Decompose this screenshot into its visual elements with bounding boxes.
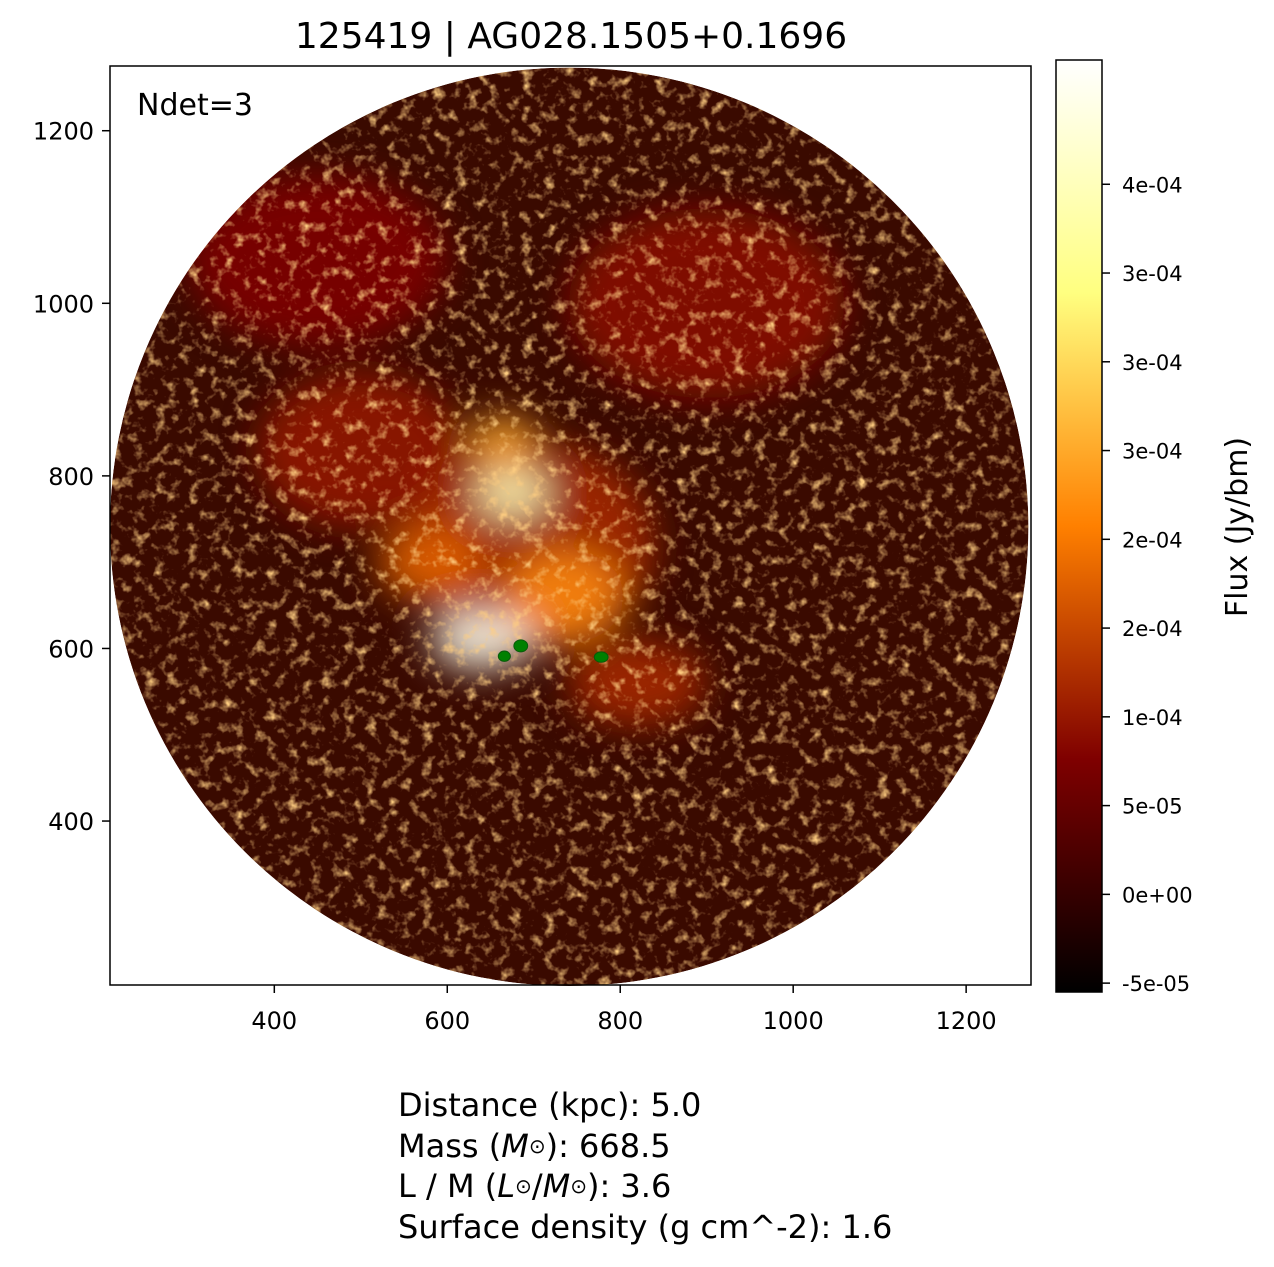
x-tick-label: 800 (597, 1007, 643, 1035)
y-tick-label: 1000 (33, 290, 94, 318)
surface-density-line: Surface density (g cm^-2): 1.6 (398, 1207, 1258, 1248)
lm-line: L / M (L ⊙ / M ⊙): 3.6 (398, 1166, 1258, 1207)
plot-area: Ndet=3 400 600 800 1000 1200 400 600 800 1000 12… (33, 65, 1032, 1035)
sun-symbol-icon: ⊙ (570, 1174, 587, 1198)
y-tick-label: 600 (48, 635, 94, 663)
detection-marker (497, 650, 511, 662)
colorbar-tick-label: -5e-05 (1122, 972, 1190, 996)
lm-symbol-m: M (542, 1167, 571, 1205)
image-field (110, 67, 1029, 986)
colorbar-tick-label: 2e-04 (1122, 528, 1183, 552)
colorbar: -5e-05 0e+00 5e-05 1e-04 2e-04 2e-04 3e-04 3e-0… (1055, 59, 1255, 996)
x-tick-label: 400 (251, 1007, 297, 1035)
distance-label: Distance (kpc): (398, 1086, 651, 1124)
mass-line: Mass (M ⊙): 668.5 (398, 1126, 1258, 1167)
colorbar-tick-label: 2e-04 (1122, 617, 1183, 641)
lm-value: 3.6 (620, 1167, 672, 1205)
y-tick-label: 400 (48, 808, 94, 836)
x-axis: 400 600 800 1000 1200 (251, 985, 997, 1035)
colorbar-tick-label: 5e-05 (1122, 795, 1183, 819)
sun-symbol-icon: ⊙ (515, 1174, 532, 1198)
x-tick-label: 1200 (936, 1007, 997, 1035)
distance-line: Distance (kpc): 5.0 (398, 1085, 1258, 1126)
info-block: Distance (kpc): 5.0 Mass (M ⊙): 668.5 L /… (398, 1085, 1258, 1247)
detection-marker (593, 651, 609, 663)
plot-frame (109, 65, 1032, 986)
mass-label-suffix: ): (545, 1126, 580, 1165)
lm-label-prefix: L / M ( (398, 1167, 498, 1205)
sun-symbol-icon: ⊙ (528, 1133, 546, 1158)
colorbar-tick-label: 4e-04 (1122, 173, 1183, 197)
x-tick-label: 1000 (763, 1007, 824, 1035)
colorbar-tick-label: 3e-04 (1122, 351, 1183, 375)
chart-title: 125419 | AG028.1505+0.1696 (295, 16, 847, 57)
y-axis: 400 600 800 1000 1200 (33, 118, 110, 836)
lm-separator: / (531, 1167, 543, 1205)
colorbar-tick-label: 1e-04 (1122, 706, 1183, 730)
mass-symbol: M (501, 1126, 529, 1165)
ndet-annotation: Ndet=3 (137, 88, 253, 123)
distance-value: 5.0 (650, 1086, 702, 1124)
colorbar-label: Flux (Jy/bm) (1220, 437, 1255, 617)
colorbar-tick-label: 3e-04 (1122, 440, 1183, 464)
mass-value: 668.5 (579, 1126, 671, 1165)
y-tick-label: 800 (48, 463, 94, 491)
colorbar-tick-label: 0e+00 (1122, 883, 1193, 907)
colorbar-bar (1055, 59, 1103, 993)
lm-symbol-l: L (497, 1167, 516, 1205)
surface-density-label: Surface density (g cm^-2): (398, 1207, 842, 1246)
y-tick-label: 1200 (33, 118, 94, 146)
lm-label-suffix: ): (586, 1167, 621, 1205)
detection-marker (513, 639, 529, 653)
noise-texture (110, 67, 1029, 985)
x-tick-label: 600 (424, 1007, 470, 1035)
mass-label-prefix: Mass ( (398, 1126, 502, 1165)
surface-density-value: 1.6 (841, 1207, 893, 1246)
detections-layer (497, 639, 609, 663)
colorbar-ticks: -5e-05 0e+00 5e-05 1e-04 2e-04 2e-04 3e-04 3e-0… (1102, 173, 1193, 996)
colorbar-tick-label: 3e-04 (1122, 262, 1183, 286)
